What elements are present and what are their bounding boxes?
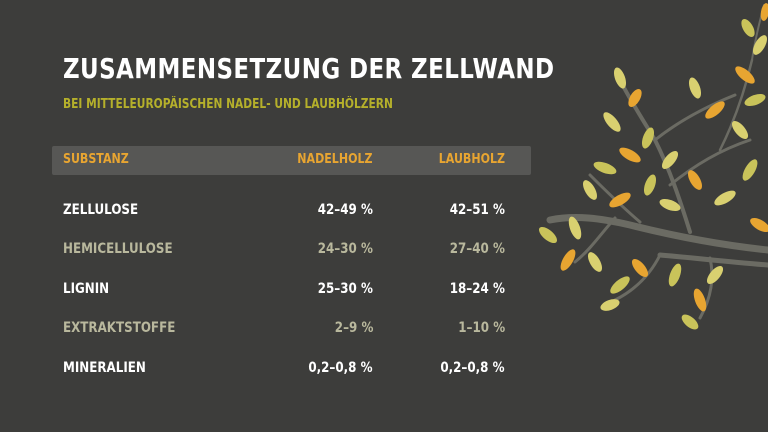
tree-branch-illustration <box>538 3 768 330</box>
table-row-substance: HEMICELLULOSE <box>63 241 173 257</box>
column-header-nadelholz: NADELHOLZ <box>297 152 373 167</box>
table-row-nadelholz: 25–30 % <box>317 281 373 297</box>
table-row-laubholz: 0,2–0,8 % <box>440 360 505 376</box>
table-row-substance: MINERALIEN <box>63 360 146 376</box>
page-title: ZUSAMMENSETZUNG DER ZELLWAND <box>63 52 555 85</box>
table-row-substance: LIGNIN <box>63 281 110 297</box>
table-row-substance: EXTRAKTSTOFFE <box>63 320 176 336</box>
table-row-nadelholz: 0,2–0,8 % <box>308 360 373 376</box>
table-row-laubholz: 27–40 % <box>449 241 505 257</box>
table-header-bar <box>52 146 531 175</box>
table-row-nadelholz: 2–9 % <box>334 320 373 336</box>
column-header-substanz: SUBSTANZ <box>63 152 129 167</box>
table-row-nadelholz: 42–49 % <box>317 202 373 218</box>
page-subtitle: BEI MITTELEUROPÄISCHEN NADEL- UND LAUBHÖ… <box>63 97 393 112</box>
table-row-laubholz: 18–24 % <box>449 281 505 297</box>
table-row-laubholz: 42–51 % <box>449 202 505 218</box>
table-row-laubholz: 1–10 % <box>458 320 505 336</box>
column-header-laubholz: LAUBHOLZ <box>438 152 505 167</box>
table-row-substance: ZELLULOSE <box>63 202 139 218</box>
table-row-nadelholz: 24–30 % <box>317 241 373 257</box>
